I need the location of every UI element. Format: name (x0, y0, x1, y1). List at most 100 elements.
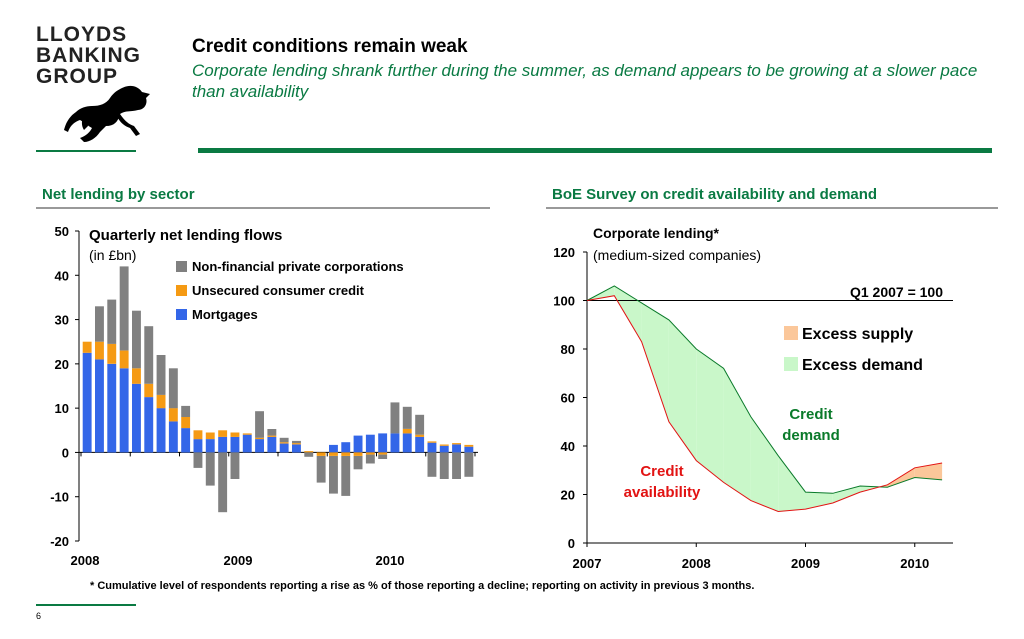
bar-segment (193, 439, 203, 453)
bar-segment (156, 408, 166, 453)
bar-segment (267, 436, 277, 453)
bar-segment (390, 433, 400, 453)
bar-segment (304, 451, 314, 453)
bar-segment (279, 437, 289, 443)
x-year-label: 2009 (224, 553, 253, 568)
bar-segment (316, 452, 326, 456)
bar-segment (304, 452, 314, 457)
y-tick-label: 50 (55, 224, 69, 239)
legend-label-mortgages: Mortgages (192, 307, 258, 322)
logo-line-2: BANKING (36, 44, 141, 67)
legend-label-excess-supply: Excess supply (802, 326, 913, 343)
y-tick-label: -10 (50, 490, 69, 505)
bar-segment (341, 442, 351, 453)
bar-segment (341, 456, 351, 496)
footnote: * Cumulative level of respondents report… (90, 580, 755, 592)
bar-segment (107, 343, 117, 364)
bar-segment (292, 440, 301, 444)
x-tick-label: 2009 (791, 556, 820, 571)
logo-line-3: GROUP (36, 65, 119, 88)
bar-segment (402, 429, 412, 434)
boe-survey-chart: 0 20 40 60 80 100 120 2007 2008 2009 2010 Corporat… (553, 225, 953, 571)
bar-segment (193, 452, 203, 468)
y-tick-label: -20 (50, 534, 69, 549)
bar-segment (353, 435, 363, 453)
y-tick-label: 80 (561, 342, 575, 357)
bar-segment (205, 432, 215, 440)
y-tick-label: 40 (55, 268, 69, 283)
bar-segment (464, 444, 474, 447)
y-tick-label: 20 (561, 488, 575, 503)
bar-segment (132, 368, 141, 384)
bar-segment (316, 456, 326, 483)
bar-segment (255, 437, 264, 440)
bar-segment (242, 433, 252, 435)
bar-segment (452, 443, 461, 445)
bar-segment (329, 456, 338, 494)
x-tick-label: 2007 (573, 556, 602, 571)
bar-segment (439, 444, 449, 446)
bar-segment (168, 408, 178, 422)
area-segment (914, 463, 943, 480)
bar-segment (119, 266, 129, 351)
legend-swatch-excess-demand (784, 357, 798, 371)
right-chart-subtitle: (medium-sized companies) (593, 247, 761, 263)
y-tick-label: 120 (553, 245, 575, 260)
y-tick-label: 20 (55, 357, 69, 372)
bar-segment (218, 452, 228, 513)
bar-segment (353, 456, 363, 470)
bar-segment (427, 442, 437, 453)
bar-segment (452, 444, 461, 453)
left-section-title: Net lending by sector (42, 186, 195, 203)
left-chart-legend: Non-financial private corporations Unsec… (176, 259, 404, 322)
bar-segment (439, 452, 449, 479)
x-year-label: 2010 (376, 553, 405, 568)
bar-segment (156, 394, 166, 409)
bar-segment (193, 430, 203, 440)
bar-segment (144, 326, 154, 384)
bar-segment (230, 432, 240, 437)
bar-segment (230, 452, 240, 479)
bar-segment (181, 417, 191, 429)
bar-segment (329, 452, 338, 456)
bar-segment (427, 452, 437, 477)
bar-segment (267, 429, 277, 436)
left-section-rule (36, 207, 490, 209)
bar-segment (292, 444, 301, 453)
legend-swatch-unsecured (176, 285, 187, 296)
logo-divider (36, 150, 136, 152)
bar-segment (279, 443, 289, 453)
bar-segment (230, 436, 240, 453)
footer-rule (36, 604, 136, 606)
area-segment (641, 302, 669, 422)
bar-segment (95, 341, 104, 360)
bar-segment (107, 363, 117, 453)
y-tick-label: 0 (62, 445, 69, 460)
bar-segment (267, 435, 277, 437)
bar-segment (82, 341, 92, 353)
x-year-label: 2008 (71, 553, 100, 568)
page-subtitle: Corporate lending shrank further during … (192, 61, 978, 101)
left-chart-subtitle: (in £bn) (89, 247, 136, 263)
black-horse-icon (64, 85, 150, 142)
bar-segment (279, 442, 289, 444)
bar-segment (95, 306, 104, 342)
bar-segment (156, 355, 166, 395)
y-tick-label: 60 (561, 391, 575, 406)
bar-segment (255, 411, 264, 438)
credit-demand-line (586, 285, 943, 494)
y-tick-label: 0 (568, 536, 575, 551)
legend-label-nfpc: Non-financial private corporations (192, 259, 404, 274)
bar-segment (144, 383, 154, 398)
legend-label-excess-demand: Excess demand (802, 357, 923, 374)
bar-segment (415, 434, 425, 437)
bar-segment (365, 452, 375, 455)
bar-segment (181, 428, 191, 453)
area-segment (750, 416, 779, 512)
x-tick-label: 2010 (900, 556, 929, 571)
bar-segment (168, 421, 178, 453)
bar-segment (365, 434, 375, 453)
y-tick-label: 40 (561, 439, 575, 454)
bar-segment (205, 452, 215, 486)
area-segment (805, 492, 833, 510)
